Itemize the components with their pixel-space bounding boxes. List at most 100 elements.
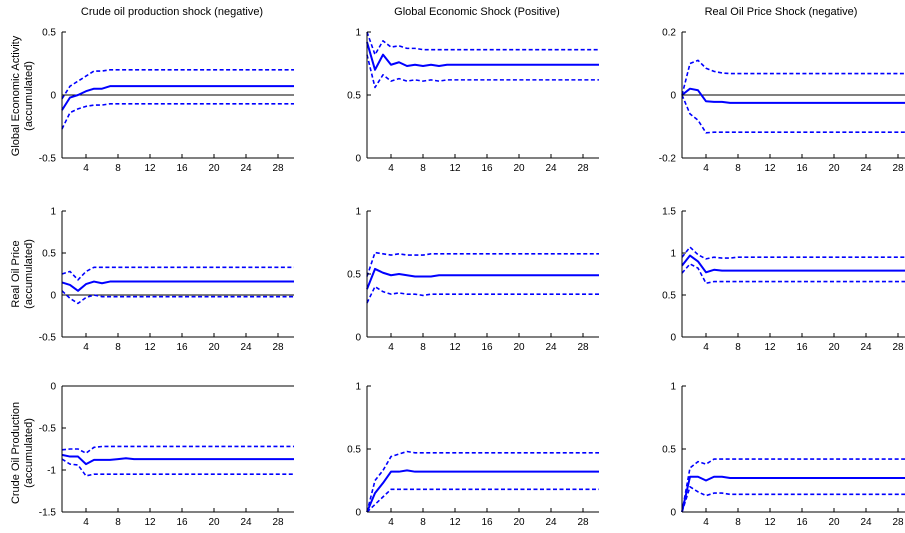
panel-r1c2-xtick-label: 12 <box>449 163 461 174</box>
panel-r1c3: -0.2 0 0.2 4 8 12 16 20 24 28 <box>659 28 905 174</box>
panel-r3c1-ytick-label: -1.5 <box>39 508 57 519</box>
column-title-3: Real Oil Price Shock (negative) <box>705 6 858 18</box>
panel-r3c1-xtick-label: 8 <box>115 517 121 528</box>
panel-r1c1-upper-line <box>61 69 294 100</box>
panel-r1c1-xtick-label: 4 <box>83 163 89 174</box>
panel-r1c2: 0 0.5 1 4 8 12 16 20 24 28 <box>347 28 599 174</box>
panel-r2c1-ytick-label: 1 <box>50 207 56 218</box>
panel-r3c3: 0 0.5 1 4 8 12 16 20 24 28 <box>662 382 905 528</box>
row-label-2-line-1: Real Oil Price <box>10 240 22 307</box>
panel-r2c2: 0 0.5 1 4 8 12 16 20 24 28 <box>347 207 599 353</box>
panel-r3c2-ytick-label: 1 <box>355 382 361 393</box>
panel-r3c2-xtick-label: 16 <box>481 517 493 528</box>
panel-r1c3-xtick-label: 16 <box>796 163 808 174</box>
panel-r1c1-ytick-label: 0.5 <box>42 28 56 39</box>
panel-r2c2-xtick-label: 4 <box>388 342 394 353</box>
panel-r2c2-ytick-label: 0 <box>355 333 361 344</box>
panel-r3c1-upper-line <box>61 445 294 455</box>
panel-r3c1-xtick-label: 12 <box>144 517 156 528</box>
panel-r1c2-xtick-label: 8 <box>420 163 426 174</box>
panel-r3c2-xtick-label: 28 <box>577 517 589 528</box>
panel-r2c1-xtick-label: 24 <box>240 342 252 353</box>
panel-r1c1-xtick-label: 24 <box>240 163 252 174</box>
panel-r1c3-xtick-label: 12 <box>764 163 776 174</box>
panel-r1c2-xtick-label: 4 <box>388 163 394 174</box>
panel-r3c2-upper-line <box>366 450 599 513</box>
panel-r2c1: -0.5 0 0.5 1 4 8 12 16 20 24 28 <box>39 207 294 353</box>
row-label-3-line-2: (accumulated) <box>23 418 35 488</box>
panel-r2c1-plot-area <box>62 211 294 337</box>
panel-r2c3-xtick-label: 4 <box>703 342 709 353</box>
panel-r2c1-xtick-label: 12 <box>144 342 156 353</box>
panel-r1c3-ytick-label: 0 <box>670 91 676 102</box>
panel-r3c3-lower-line <box>681 485 905 513</box>
panel-r1c2-xtick-label: 28 <box>577 163 589 174</box>
panel-r3c1-xtick-label: 28 <box>272 517 284 528</box>
column-title-2: Global Economic Shock (Positive) <box>394 6 560 18</box>
panel-r3c2-xtick-label: 24 <box>545 517 557 528</box>
panel-r1c3-xtick-label: 24 <box>860 163 872 174</box>
panel-r1c2-lower-line <box>366 54 599 89</box>
panel-r3c3-xtick-label: 12 <box>764 517 776 528</box>
panel-r1c1-xtick-label: 20 <box>208 163 220 174</box>
panel-r1c1-ytick-label: 0 <box>50 91 56 102</box>
panel-r3c1-xtick-label: 24 <box>240 517 252 528</box>
panel-r3c2-lower-line <box>366 488 599 513</box>
panel-r2c3-xtick-label: 16 <box>796 342 808 353</box>
row-label-2-line-2: (accumulated) <box>23 239 35 309</box>
panel-r3c3-upper-line <box>681 458 905 513</box>
panel-r2c1-ytick-label: 0 <box>50 291 56 302</box>
panel-r3c1-xtick-label: 16 <box>176 517 188 528</box>
panel-r3c1-ytick-label: -0.5 <box>39 424 57 435</box>
panel-r1c2-xtick-label: 20 <box>513 163 525 174</box>
panel-r3c2-xtick-label: 4 <box>388 517 394 528</box>
panel-r3c3-xtick-label: 24 <box>860 517 872 528</box>
panel-r3c2-xtick-label: 20 <box>513 517 525 528</box>
panel-r2c1-ytick-label: -0.5 <box>39 333 57 344</box>
panel-r2c1-xtick-label: 8 <box>115 342 121 353</box>
row-label-3: Crude Oil Production (accumulated) <box>10 402 35 504</box>
panel-r1c1-xtick-label: 28 <box>272 163 284 174</box>
panel-r1c1-irf-line <box>61 85 294 111</box>
panel-r1c1-lower-line <box>61 103 294 130</box>
panel-r3c2-xtick-label: 12 <box>449 517 461 528</box>
panel-r3c2: 0 0.5 1 4 8 12 16 20 24 28 <box>347 382 599 528</box>
panel-r2c3-plot-area <box>682 211 905 337</box>
row-label-1-line-2: (accumulated) <box>23 61 35 131</box>
panel-r2c3-lower-line <box>681 263 905 285</box>
panel-r1c2-xtick-label: 24 <box>545 163 557 174</box>
panel-r2c3-ytick-label: 0 <box>670 333 676 344</box>
panel-r2c1-lower-line <box>61 290 294 305</box>
panel-r2c3: 0 0.5 1 1.5 4 8 12 16 20 24 28 <box>662 207 905 353</box>
panel-r2c2-xtick-label: 8 <box>420 342 426 353</box>
row-label-1-line-1: Global Economic Activity <box>10 35 22 156</box>
panel-r1c1-xtick-label: 12 <box>144 163 156 174</box>
row-label-3-line-1: Crude Oil Production <box>10 402 22 504</box>
panel-r1c2-ytick-label: 0 <box>355 154 361 165</box>
panel-r3c2-xtick-label: 8 <box>420 517 426 528</box>
panel-r2c1-xtick-label: 4 <box>83 342 89 353</box>
panel-r2c1-xtick-label: 16 <box>176 342 188 353</box>
panel-r3c3-xtick-label: 16 <box>796 517 808 528</box>
panel-r2c2-xtick-label: 28 <box>577 342 589 353</box>
panel-r1c1-xtick-label: 8 <box>115 163 121 174</box>
panel-r3c3-xtick-label: 8 <box>735 517 741 528</box>
panel-r2c1-xtick-label: 20 <box>208 342 220 353</box>
row-label-2: Real Oil Price (accumulated) <box>10 239 35 309</box>
panel-r1c2-upper-line <box>366 31 599 56</box>
panel-r2c2-xtick-label: 20 <box>513 342 525 353</box>
panel-r3c2-plot-area <box>367 386 599 512</box>
panel-r3c3-xtick-label: 20 <box>828 517 840 528</box>
panel-r1c2-ytick-label: 1 <box>355 28 361 39</box>
panel-r2c2-lower-line <box>366 285 599 304</box>
panel-r3c1-plot-area <box>62 386 294 512</box>
panel-r3c3-xtick-label: 28 <box>892 517 904 528</box>
panel-r1c1-xtick-label: 16 <box>176 163 188 174</box>
panel-r2c2-irf-line <box>366 267 599 290</box>
panel-r3c1-xtick-label: 4 <box>83 517 89 528</box>
panel-r1c3-irf-line <box>681 87 905 104</box>
panel-r1c3-xtick-label: 28 <box>892 163 904 174</box>
panel-r2c2-ytick-label: 1 <box>355 207 361 218</box>
